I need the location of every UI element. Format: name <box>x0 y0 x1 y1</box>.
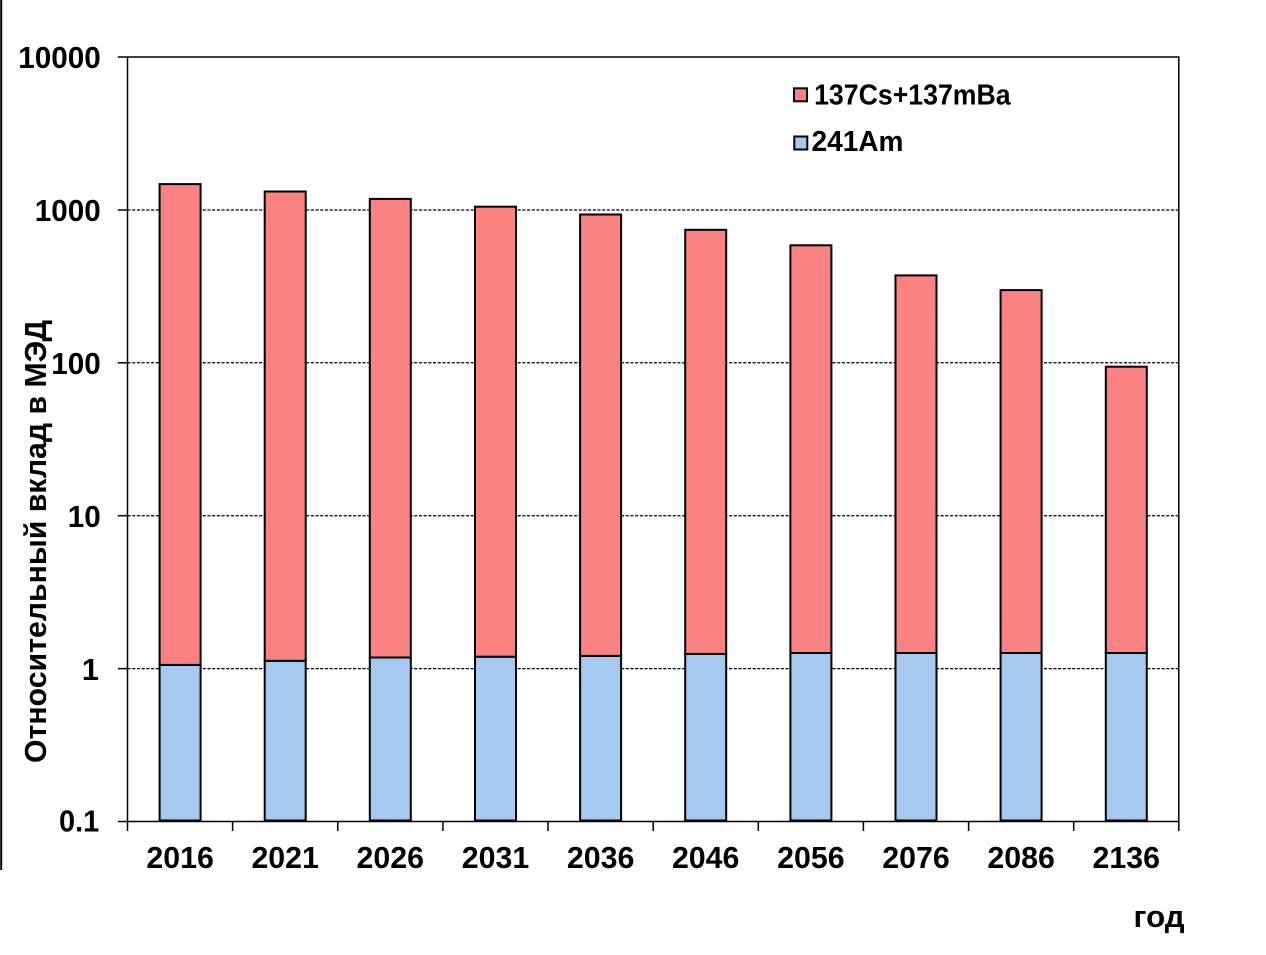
svg-text:Относительный вклад в МЭД: Относительный вклад в МЭД <box>18 320 53 763</box>
svg-text:1: 1 <box>82 652 99 687</box>
svg-text:2026: 2026 <box>357 840 425 875</box>
svg-text:2046: 2046 <box>672 840 740 875</box>
svg-text:2076: 2076 <box>882 840 950 875</box>
svg-text:2021: 2021 <box>251 840 319 875</box>
svg-text:2086: 2086 <box>987 840 1055 875</box>
svg-text:0.1: 0.1 <box>59 803 99 838</box>
svg-text:2016: 2016 <box>146 840 214 875</box>
svg-text:241Am: 241Am <box>812 126 904 158</box>
svg-text:1000: 1000 <box>35 193 101 228</box>
svg-text:100: 100 <box>51 346 101 381</box>
svg-text:2136: 2136 <box>1093 840 1161 875</box>
svg-text:2056: 2056 <box>777 840 845 875</box>
svg-text:2031: 2031 <box>462 840 530 875</box>
svg-text:137Cs+137mBa: 137Cs+137mBa <box>814 79 1011 111</box>
svg-text:2036: 2036 <box>567 840 635 875</box>
svg-text:10000: 10000 <box>18 40 101 75</box>
svg-text:год: год <box>1134 899 1185 934</box>
svg-text:10: 10 <box>68 499 101 534</box>
